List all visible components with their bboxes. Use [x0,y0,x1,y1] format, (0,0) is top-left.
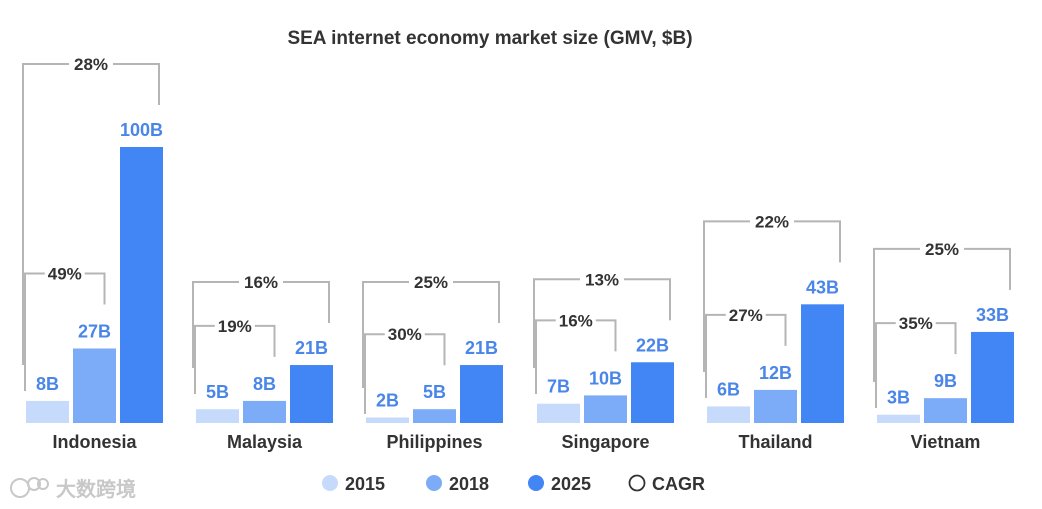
legend-label-2025: 2025 [551,474,591,494]
value-label-indonesia-2015: 8B [36,374,59,394]
cagr-label-bg [409,272,453,293]
bar-indonesia-2025 [120,147,163,423]
value-label-indonesia-2025: 100B [120,120,163,140]
bar-indonesia-2015 [26,400,69,423]
cagr-label-bg [69,54,113,74]
cagr-label-bg [214,315,255,336]
category-label-philippines: Philippines [386,432,482,452]
value-label-thailand-2018: 12B [759,363,792,383]
legend-marker-2025 [528,475,544,491]
country-group-indonesia: 8B 27B 100B Indonesia 49% 28% [22,54,163,452]
cagr-2015-2025-thailand: 22% [755,212,789,231]
watermark: 大数跨境 [10,477,136,501]
country-group-singapore: 7B 10B 22B Singapore 16% 13% [533,269,674,452]
cagr-label-bg [555,310,596,331]
category-label-malaysia: Malaysia [227,432,303,452]
category-label-singapore: Singapore [561,432,649,452]
legend: 2015 2018 2025 CAGR [322,474,705,494]
bar-singapore-2015 [537,403,580,423]
value-label-malaysia-2018: 8B [253,374,276,394]
cagr-2015-2025-vietnam: 25% [925,240,959,259]
value-label-malaysia-2015: 5B [206,382,229,402]
category-label-indonesia: Indonesia [52,432,137,452]
bar-philippines-2025 [460,365,503,423]
country-group-thailand: 6B 12B 43B Thailand 27% 22% [703,211,844,452]
legend-item-2025: 2025 [528,474,591,494]
value-label-indonesia-2018: 27B [78,321,111,341]
category-label-thailand: Thailand [738,432,812,452]
bar-philippines-2018 [413,409,456,423]
bar-indonesia-2018 [73,348,116,423]
legend-item-2018: 2018 [426,474,489,494]
legend-marker-2015 [322,475,338,491]
cagr-2015-2018-malaysia: 19% [218,317,252,336]
cagr-2015-2018-thailand: 27% [729,306,763,325]
bar-singapore-2025 [631,362,674,423]
cagr-label-bg [239,272,283,293]
country-group-vietnam: 3B 9B 33B Vietnam 35% 25% [873,238,1014,452]
cagr-label-bg [580,269,624,290]
legend-item-2015: 2015 [322,474,385,494]
legend-item-cagr: CAGR [628,474,705,494]
cagr-label-bg [750,211,794,232]
country-group-philippines: 2B 5B 21B Philippines 30% 25% [362,272,503,452]
value-label-vietnam-2015: 3B [887,388,910,408]
cagr-label-bg [384,324,425,345]
value-label-malaysia-2025: 21B [295,338,328,358]
value-label-vietnam-2025: 33B [976,305,1009,325]
cagr-2015-2018-philippines: 30% [388,325,422,344]
legend-label-2018: 2018 [449,474,489,494]
value-label-philippines-2015: 2B [376,390,399,410]
legend-label-cagr: CAGR [652,474,705,494]
bar-malaysia-2018 [243,400,286,423]
bar-vietnam-2015 [877,414,920,423]
cagr-2015-2018-indonesia: 49% [48,264,82,283]
legend-marker-cagr [628,474,646,492]
cagr-label-bg [725,304,766,325]
chart-title: SEA internet economy market size (GMV, $… [287,28,692,49]
value-label-thailand-2025: 43B [806,277,839,297]
value-label-singapore-2015: 7B [547,377,570,397]
cagr-2015-2025-indonesia: 28% [74,55,108,74]
cagr-2015-2025-malaysia: 16% [244,273,278,292]
value-label-singapore-2025: 22B [636,335,669,355]
value-label-philippines-2018: 5B [423,382,446,402]
bar-philippines-2015 [366,417,409,423]
value-label-thailand-2015: 6B [717,379,740,399]
watermark-text: 大数跨境 [56,477,136,501]
cagr-label-bg [44,263,85,284]
cagr-2015-2025-singapore: 13% [585,270,619,289]
cagr-2015-2018-singapore: 16% [559,311,593,330]
bar-thailand-2018 [754,389,797,423]
watermark-logo-icon [10,477,49,498]
bars-layer: 8B 27B 100B Indonesia 49% 28% 5B 8B 21B Malaysia 1… [22,54,1014,452]
bar-thailand-2015 [707,406,750,423]
cagr-label-bg [895,313,936,334]
bar-malaysia-2025 [290,365,333,423]
bar-singapore-2018 [584,395,627,423]
value-label-vietnam-2018: 9B [934,371,957,391]
bar-vietnam-2025 [971,331,1014,423]
value-label-philippines-2025: 21B [465,338,498,358]
country-group-malaysia: 5B 8B 21B Malaysia 19% 16% [192,272,333,452]
cagr-label-bg [920,238,964,259]
category-label-vietnam: Vietnam [911,432,981,452]
bar-vietnam-2018 [924,398,967,423]
value-label-singapore-2018: 10B [589,368,622,388]
legend-label-2015: 2015 [345,474,385,494]
bar-thailand-2025 [801,304,844,423]
cagr-2015-2025-philippines: 25% [414,273,448,292]
legend-marker-2018 [426,475,442,491]
bar-malaysia-2015 [196,409,239,423]
cagr-2015-2018-vietnam: 35% [899,314,933,333]
